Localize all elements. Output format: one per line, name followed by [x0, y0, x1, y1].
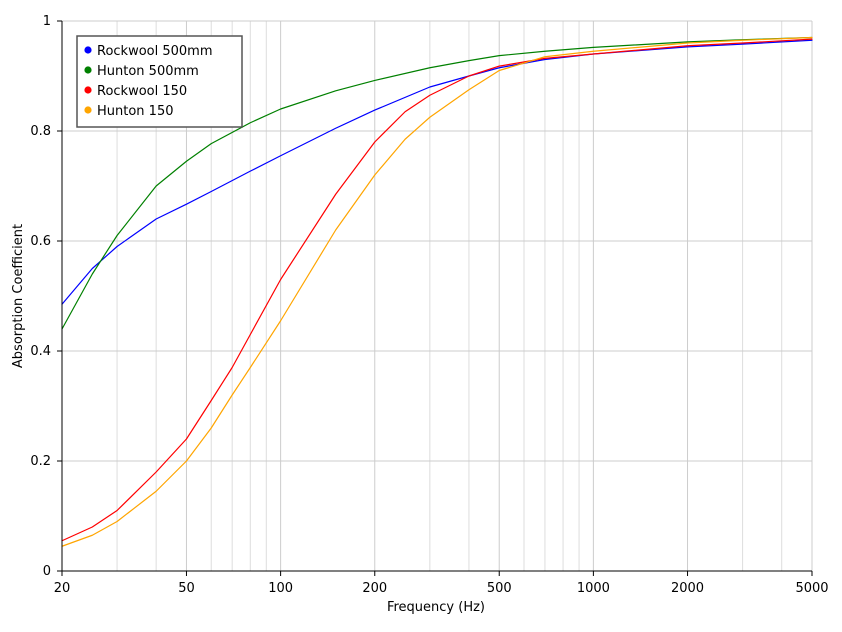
- axes: [57, 20, 813, 576]
- legend-label: Hunton 150: [97, 104, 174, 119]
- legend-marker: [84, 46, 92, 54]
- x-tick-label: 500: [487, 581, 512, 596]
- x-tick-label: 100: [268, 581, 293, 596]
- x-tick-label: 50: [178, 581, 195, 596]
- y-tick-label: 0.2: [30, 454, 51, 469]
- y-axis-title: Absorption Coefficient: [11, 224, 26, 368]
- legend-marker: [84, 86, 92, 94]
- x-tick-label: 20: [54, 581, 71, 596]
- legend-label: Hunton 500mm: [97, 64, 199, 79]
- x-tick-label: 200: [362, 581, 387, 596]
- x-tick-label: 2000: [671, 581, 704, 596]
- legend-label: Rockwool 150: [97, 84, 187, 99]
- y-tick-label: 0.6: [30, 234, 51, 249]
- y-tick-label: 1: [43, 14, 51, 29]
- legend-box: [76, 35, 243, 128]
- legend: Rockwool 500mm Hunton 500mm Rockwool 150 Hu…: [76, 35, 243, 128]
- y-tick-label: 0.4: [30, 344, 51, 359]
- x-tick-label: 5000: [795, 581, 828, 596]
- x-axis-title: Frequency (Hz): [387, 600, 485, 615]
- legend-marker: [84, 66, 92, 74]
- legend-label: Rockwool 500mm: [97, 44, 213, 59]
- x-tick-labels: 20 50 100 200 500 1000 2000 5000: [54, 581, 829, 596]
- x-tick-label: 1000: [577, 581, 610, 596]
- series-line-rockwool-150: [61, 38, 813, 542]
- y-tick-label: 0: [43, 564, 51, 579]
- y-tick-label: 0.8: [30, 124, 51, 139]
- y-tick-labels: 0 0.2 0.4 0.6 0.8 1: [30, 14, 51, 579]
- legend-marker: [84, 106, 92, 114]
- series-lines: [61, 36, 813, 547]
- series-line-hunton-500mm: [61, 36, 813, 330]
- series-line-hunton-150: [61, 36, 813, 547]
